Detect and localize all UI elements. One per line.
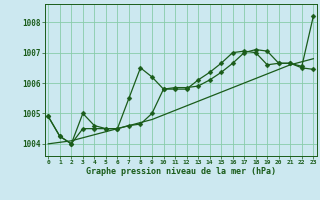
X-axis label: Graphe pression niveau de la mer (hPa): Graphe pression niveau de la mer (hPa)	[86, 167, 276, 176]
